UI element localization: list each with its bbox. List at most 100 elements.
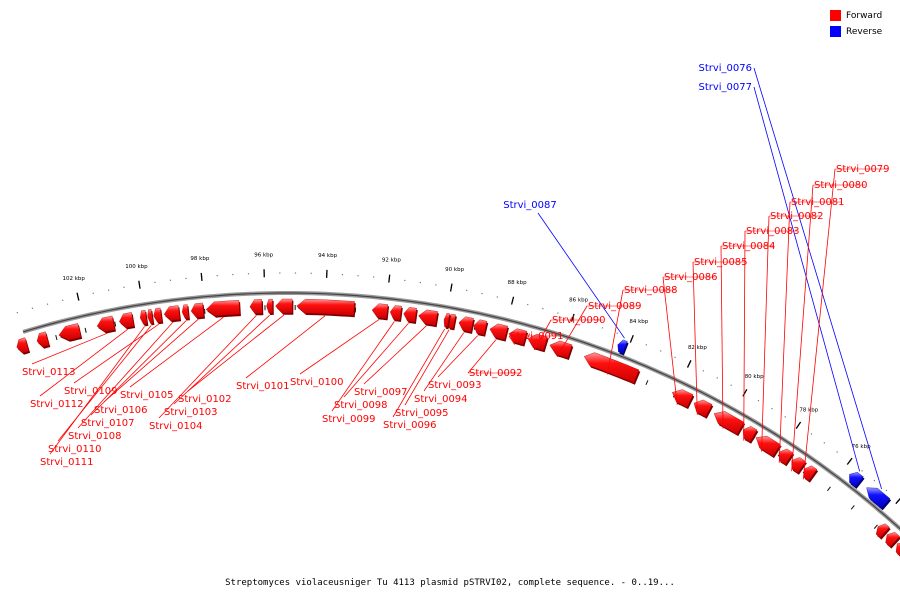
gene-strvi-0084[interactable]	[713, 411, 745, 435]
gene-strvi-0077[interactable]	[849, 471, 864, 488]
gene-strvi-0102[interactable]	[275, 298, 293, 314]
gene-unlabeled[interactable]	[36, 331, 50, 348]
gene-label[interactable]: Strvi_0105	[120, 390, 174, 401]
legend: Forward Reverse	[830, 8, 900, 40]
gene-label[interactable]: Strvi_0108	[68, 431, 122, 442]
scale-dot	[404, 279, 406, 282]
gene-label[interactable]: Strvi_0084	[722, 241, 776, 252]
gene-label[interactable]: Strvi_0081	[791, 197, 845, 208]
gene-unlabeled[interactable]	[875, 523, 890, 539]
gene-strvi-0099[interactable]	[389, 305, 402, 321]
gene-label[interactable]: Strvi_0089	[588, 301, 642, 312]
leader-line	[90, 320, 187, 416]
gene-label[interactable]: Strvi_0093	[428, 380, 482, 391]
major-tick	[138, 280, 141, 289]
gene-label[interactable]: Strvi_0112	[30, 399, 84, 410]
gene-strvi-0093[interactable]	[473, 319, 488, 336]
gene-label[interactable]: Strvi_0103	[164, 407, 218, 418]
tick-label: 80 kbp	[745, 374, 764, 380]
gene-label[interactable]: Strvi_0086	[664, 272, 718, 283]
gene-strvi-0105[interactable]	[205, 300, 240, 317]
gene-strvi-0112[interactable]	[119, 312, 135, 328]
gene-strvi-0098[interactable]	[403, 307, 417, 323]
gene-strvi-0106[interactable]	[190, 302, 205, 318]
gene-strvi-0108[interactable]	[163, 305, 181, 321]
gene-label[interactable]: Strvi_0100	[290, 377, 344, 388]
major-tick	[742, 388, 748, 397]
leader-line	[692, 261, 698, 415]
scale-dot	[810, 433, 813, 435]
gene-strvi-0111[interactable]	[139, 310, 148, 325]
gene-strvi-0087[interactable]	[617, 339, 628, 354]
gene-strvi-0088[interactable]	[583, 352, 640, 384]
gene-label[interactable]: Strvi_0099	[322, 414, 376, 425]
scale-dot	[645, 344, 647, 346]
gene-label[interactable]: Strvi_0107	[81, 418, 135, 429]
gene-strvi-0076[interactable]	[866, 487, 891, 509]
label-layer: Strvi_0076 Strvi_0077 Strvi_0079 Strvi_0080…	[22, 63, 890, 490]
scale-dot	[46, 303, 49, 305]
gene-label[interactable]: Strvi_0077	[698, 82, 752, 93]
scale-dot	[247, 273, 250, 275]
gene-strvi-0101[interactable]	[296, 298, 355, 316]
gene-label[interactable]: Strvi_0079	[836, 164, 890, 175]
scale-dot	[373, 276, 375, 278]
gene-label[interactable]: Strvi_0091	[510, 331, 564, 342]
gene-label[interactable]: Strvi_0076	[698, 63, 752, 74]
gene-strvi-0100[interactable]	[371, 303, 389, 319]
gene-strvi-0104[interactable]	[249, 299, 263, 314]
gene-label[interactable]: Strvi_0109	[64, 386, 118, 397]
gene-label[interactable]: Strvi_0088	[624, 285, 678, 296]
gene-label[interactable]: Strvi_0097	[354, 387, 408, 398]
legend-forward: Forward	[830, 8, 900, 23]
gene-strvi-0086[interactable]	[672, 389, 694, 408]
gene-label[interactable]: Strvi_0094	[414, 394, 468, 405]
gene-strvi-0113[interactable]	[96, 315, 116, 332]
inner-tick	[645, 380, 649, 386]
gene-label[interactable]: Strvi_0110	[48, 444, 102, 455]
gene-label[interactable]: Strvi_0111	[40, 457, 94, 468]
leader-line	[753, 67, 882, 490]
scale-dot	[730, 384, 732, 386]
major-tick	[895, 497, 900, 505]
gene-label[interactable]: Strvi_0106	[94, 405, 148, 416]
tick-label: 92 kbp	[382, 258, 401, 264]
gene-strvi-0094[interactable]	[458, 316, 474, 333]
gene-strvi-0097[interactable]	[418, 309, 438, 326]
gene-label[interactable]: Strvi_0085	[694, 257, 748, 268]
gene-strvi-0107[interactable]	[181, 304, 190, 320]
gene-strvi-0110[interactable]	[147, 308, 154, 324]
gene-strvi-0091[interactable]	[508, 328, 528, 345]
gene-label[interactable]: Strvi_0092	[469, 368, 523, 379]
gene-label[interactable]: Strvi_0101	[236, 381, 290, 392]
scale-dot	[716, 377, 718, 379]
gene-label[interactable]: Strvi_0090	[552, 315, 606, 326]
gene-strvi-0092[interactable]	[489, 323, 509, 341]
tick-label: 88 kbp	[508, 280, 527, 286]
forward-label: Forward	[846, 10, 883, 21]
gene-label[interactable]: Strvi_0083	[746, 226, 800, 237]
gene-strvi-0089[interactable]	[549, 340, 573, 359]
gene-unlabeled[interactable]	[58, 323, 82, 341]
gene-label[interactable]: Strvi_0104	[149, 421, 203, 432]
gene-unlabeled[interactable]	[895, 542, 900, 557]
scale-dot	[107, 289, 110, 291]
gene-label[interactable]: Strvi_0096	[383, 420, 437, 431]
backbone-line	[22, 292, 900, 530]
gene-strvi-0103[interactable]	[266, 298, 273, 314]
major-tick	[846, 457, 853, 465]
gene-strvi-0085[interactable]	[693, 399, 713, 418]
gene-unlabeled[interactable]	[16, 337, 30, 354]
major-tick	[449, 283, 453, 292]
gene-label[interactable]: Strvi_0082	[770, 211, 824, 222]
gene-label[interactable]: Strvi_0102	[178, 394, 232, 405]
gene-strvi-0109[interactable]	[153, 307, 163, 323]
gene-unlabeled[interactable]	[885, 531, 900, 548]
gene-label[interactable]: Strvi_0080	[814, 180, 868, 191]
gene-strvi-0096[interactable]	[443, 312, 450, 328]
gene-label[interactable]: Strvi_0113	[22, 367, 76, 378]
gene-label[interactable]: Strvi_0095	[395, 408, 449, 419]
gene-label[interactable]: Strvi_0087	[503, 200, 557, 211]
gene-label[interactable]: Strvi_0098	[334, 400, 388, 411]
scale-dot	[435, 284, 437, 286]
